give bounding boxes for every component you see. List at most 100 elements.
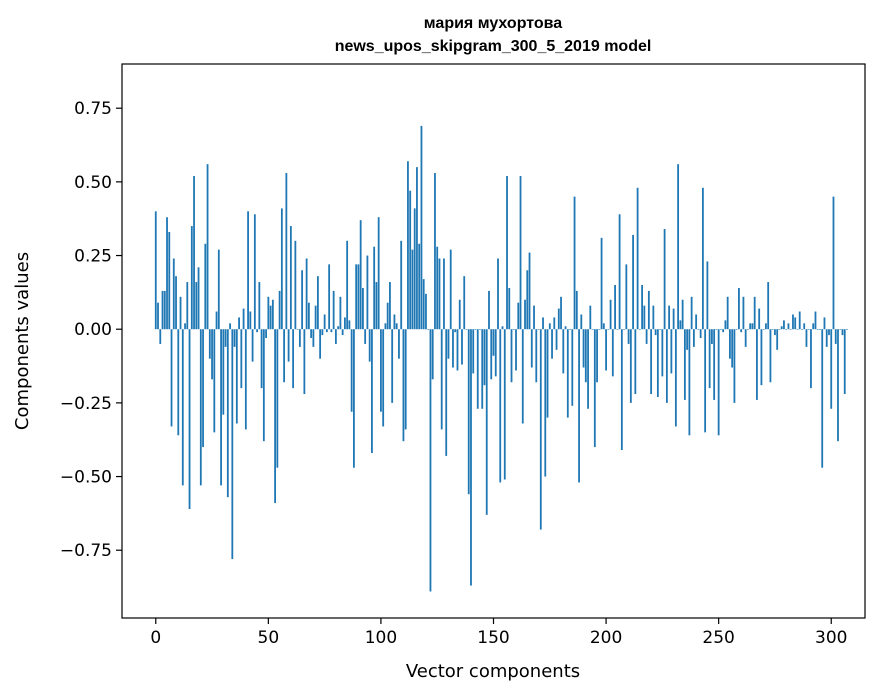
- bar-63: [296, 329, 299, 330]
- bar-92: [362, 287, 364, 330]
- bar-195: [593, 329, 596, 448]
- bar-201: [607, 329, 610, 330]
- bar-158: [510, 329, 513, 383]
- bar-68: [307, 302, 310, 330]
- bar-177: [553, 317, 556, 330]
- bar-148: [488, 290, 490, 330]
- bar-65: [301, 270, 304, 330]
- bar-73: [319, 329, 322, 359]
- bar-46: [258, 282, 261, 330]
- bar-289: [805, 329, 808, 347]
- bar-12: [181, 329, 184, 486]
- bar-256: [731, 329, 734, 368]
- bar-193: [589, 305, 592, 330]
- bar-45: [256, 329, 258, 333]
- bar-208: [623, 329, 625, 330]
- bar-221: [652, 305, 655, 330]
- bar-275: [774, 329, 776, 336]
- bar-18: [195, 282, 198, 330]
- bar-194: [591, 329, 594, 330]
- bar-135: [458, 299, 461, 330]
- bar-167: [530, 329, 533, 368]
- bar-37: [238, 317, 240, 330]
- bar-97: [373, 246, 376, 330]
- bar-234: [681, 299, 684, 330]
- bar-31: [224, 329, 227, 347]
- bar-113: [409, 190, 412, 330]
- bar-154: [501, 326, 504, 330]
- y-ticks: 0.75 0.50 0.25 0.00 −0.25 −0.50 −0.75: [60, 99, 122, 561]
- bar-211: [629, 329, 632, 403]
- bar-88: [353, 329, 355, 468]
- bar-187: [575, 290, 578, 330]
- bar-15: [188, 329, 191, 509]
- bar-30: [222, 329, 225, 415]
- bar-131: [449, 249, 452, 330]
- bar-215: [638, 329, 641, 330]
- y-axis-label: Components values: [12, 252, 33, 430]
- bar-185: [571, 329, 574, 406]
- bar-279: [783, 320, 785, 330]
- bar-222: [654, 329, 657, 336]
- bar-156: [506, 175, 508, 330]
- bar-292: [812, 323, 815, 330]
- bar-3: [161, 290, 164, 330]
- bar-200: [605, 329, 607, 371]
- bar-231: [674, 329, 677, 427]
- bar-48: [262, 329, 265, 442]
- bar-166: [528, 252, 531, 330]
- bar-199: [602, 323, 605, 330]
- bar-132: [452, 329, 454, 368]
- bar-168: [533, 305, 535, 330]
- bar-134: [456, 329, 459, 371]
- bar-22: [204, 243, 207, 330]
- bar-69: [310, 329, 313, 339]
- bar-287: [801, 329, 803, 330]
- bar-93: [364, 329, 367, 344]
- bar-105: [391, 329, 394, 403]
- bar-153: [499, 329, 502, 483]
- bar-217: [643, 305, 646, 330]
- bar-260: [740, 329, 743, 333]
- bar-111: [404, 329, 407, 430]
- bar-143: [476, 329, 479, 409]
- bar-66: [303, 329, 306, 395]
- bar-152: [497, 258, 499, 330]
- bars-group: [154, 125, 848, 592]
- bar-100: [380, 329, 382, 412]
- bar-102: [384, 323, 387, 330]
- bar-23: [206, 164, 209, 330]
- bar-299: [828, 329, 830, 336]
- bar-42: [249, 311, 252, 330]
- bar-301: [832, 196, 835, 330]
- bar-248: [713, 329, 716, 400]
- y-tick-label: 0.75: [74, 99, 112, 119]
- bar-203: [611, 329, 614, 377]
- bar-246: [708, 329, 711, 389]
- bar-61: [292, 329, 295, 389]
- bar-160: [515, 329, 517, 371]
- bar-271: [765, 323, 767, 330]
- bar-103: [386, 302, 389, 330]
- bar-184: [569, 329, 571, 330]
- bar-140: [470, 329, 472, 586]
- bar-270: [762, 329, 765, 330]
- bar-181: [562, 329, 565, 374]
- bar-239: [692, 329, 695, 347]
- bar-157: [508, 287, 511, 330]
- bar-133: [454, 329, 457, 333]
- bar-210: [627, 329, 630, 344]
- bar-57: [283, 329, 286, 383]
- bar-117: [418, 243, 421, 330]
- bar-225: [661, 329, 664, 377]
- bar-281: [787, 323, 790, 330]
- bar-91: [359, 220, 362, 330]
- bar-165: [526, 270, 529, 330]
- bar-109: [400, 240, 403, 330]
- bar-258: [735, 329, 738, 330]
- bar-59: [287, 329, 290, 362]
- bar-205: [616, 329, 619, 330]
- bar-70: [312, 329, 315, 347]
- bar-255: [729, 329, 731, 359]
